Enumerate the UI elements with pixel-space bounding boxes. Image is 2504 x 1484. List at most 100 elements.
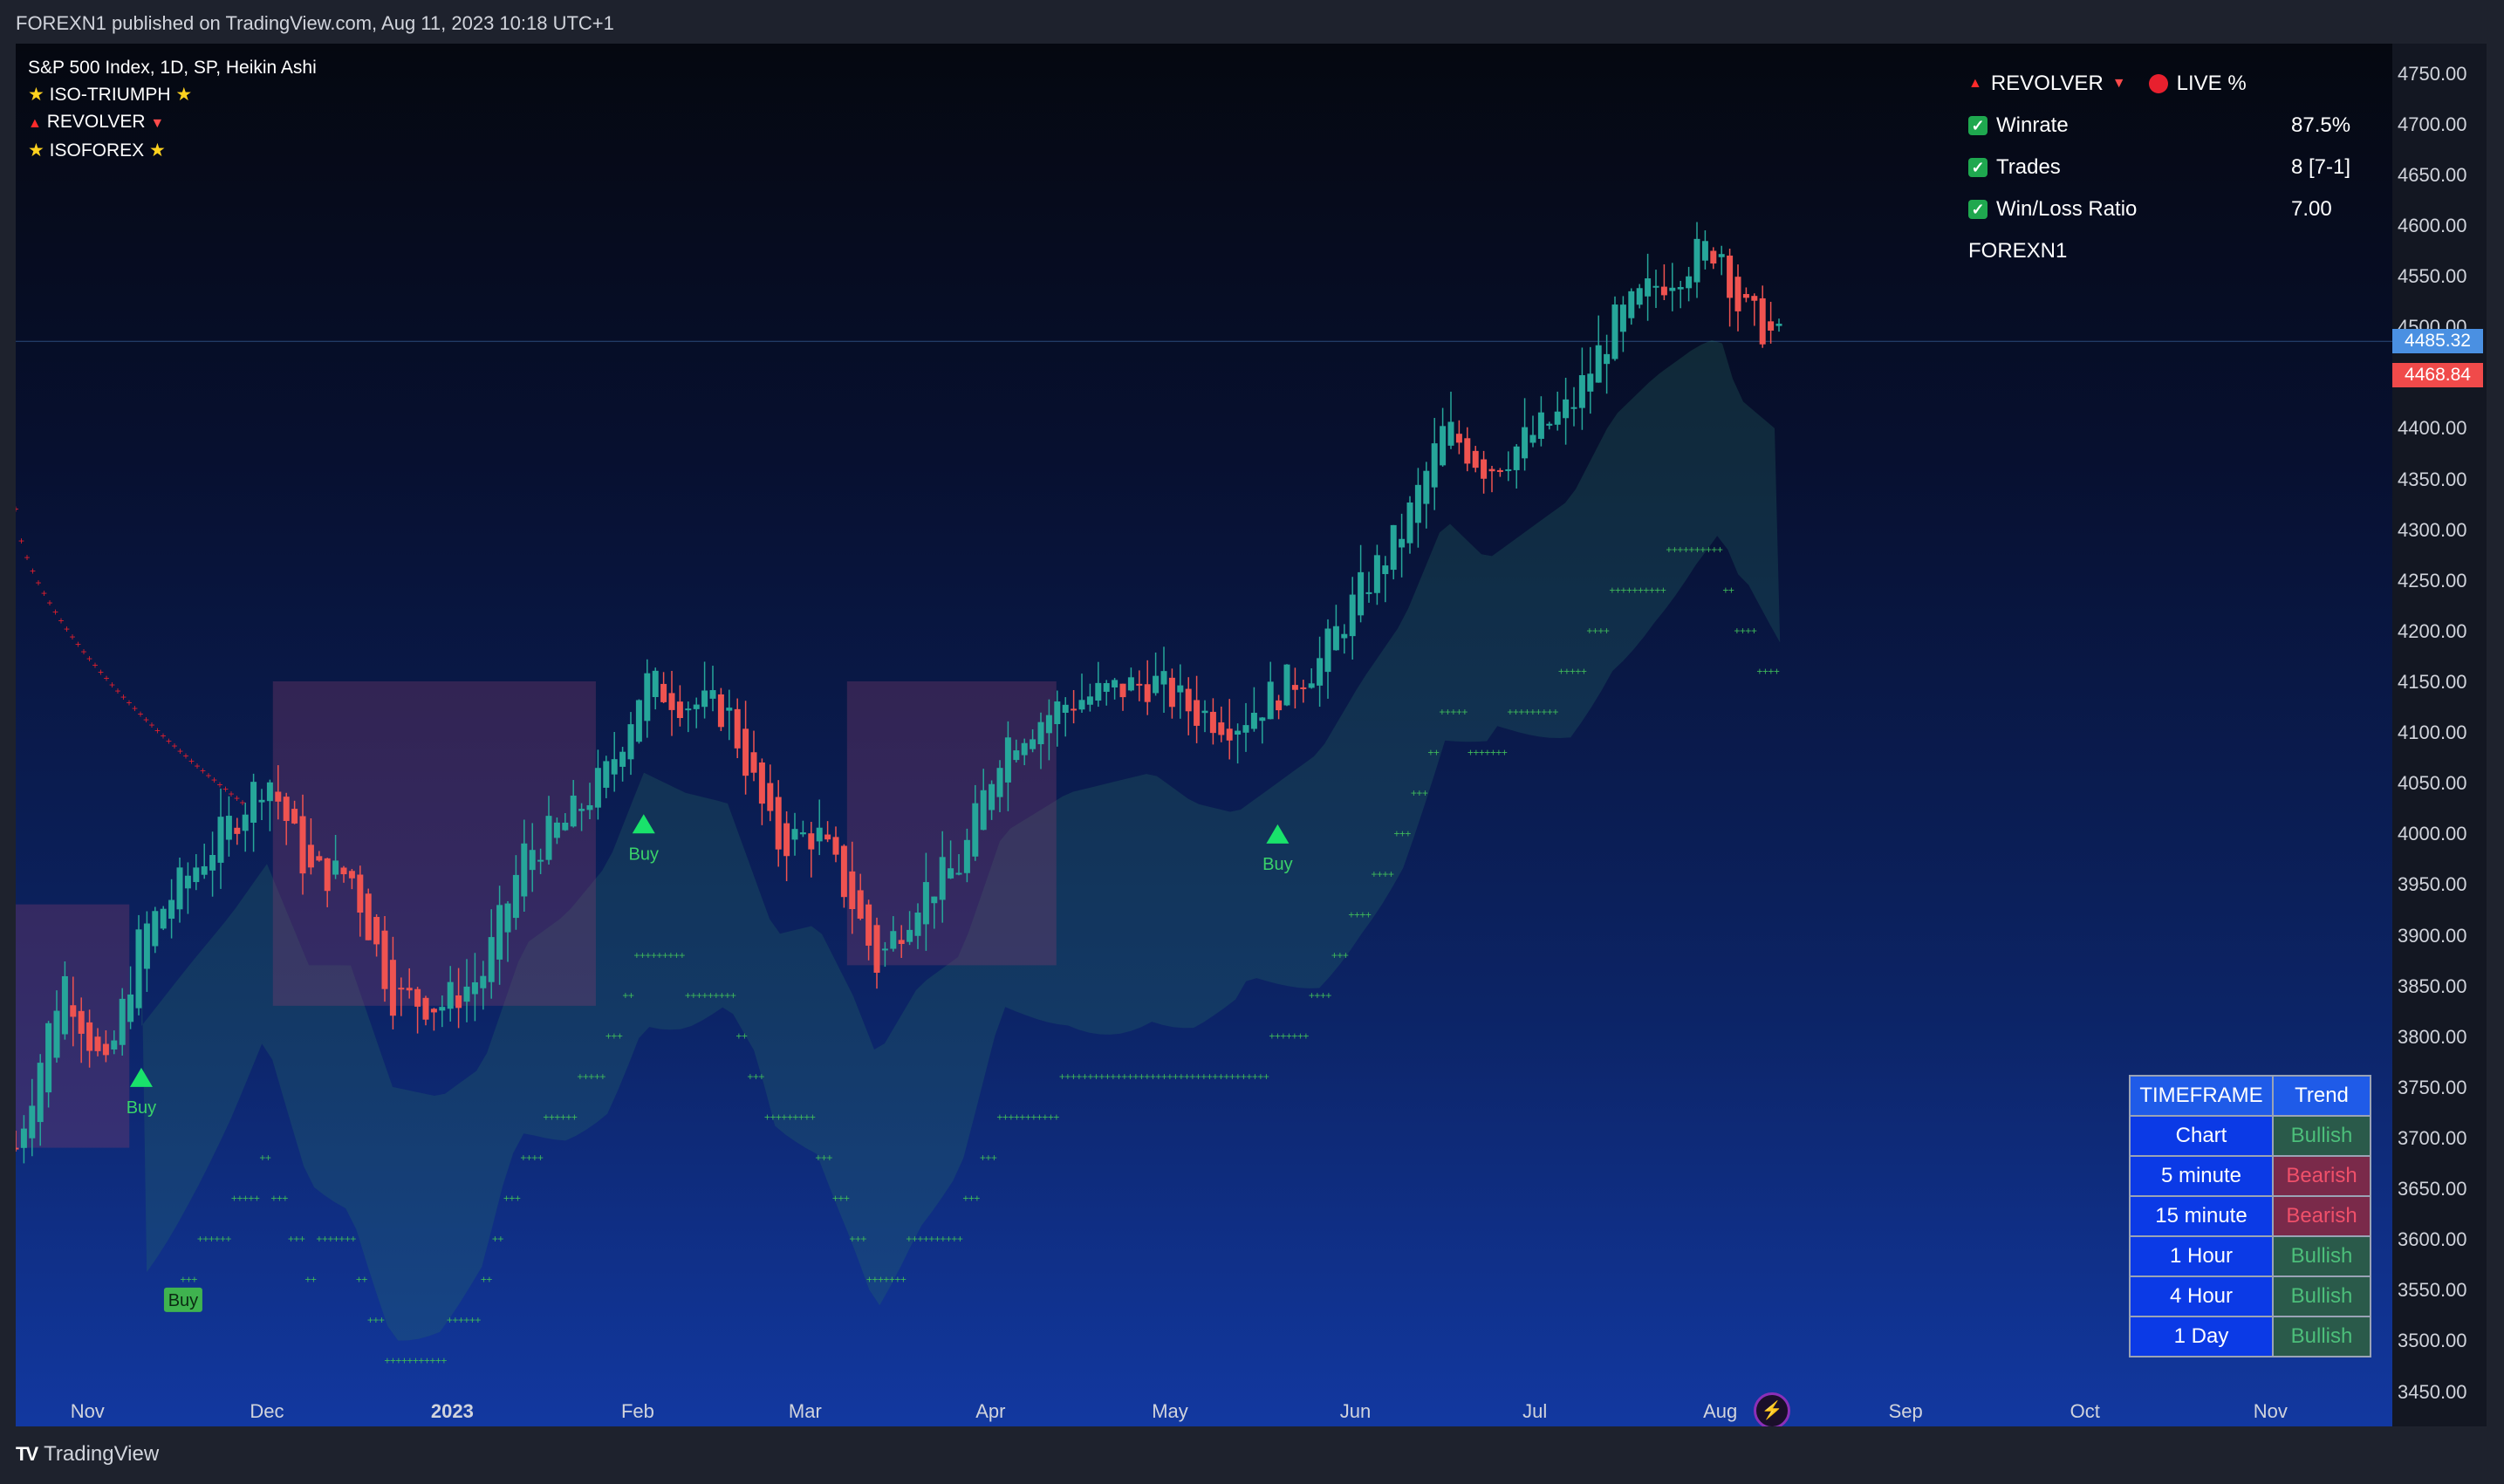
price-tick-label: 4200.00 [2398,619,2467,642]
header-trend: Trend [2272,1075,2371,1117]
candle-body [1587,373,1594,392]
chart-legend: S&P 500 Index, 1D, SP, Heikin Ashi ★ ISO… [28,54,317,164]
candle-body [78,1010,85,1034]
candle-body [701,690,708,708]
price-tick-label: 3450.00 [2398,1380,2467,1403]
trailing-stop-mark: + [1359,908,1365,920]
trailing-stop-mark: + [826,1152,832,1164]
candle-body [660,683,667,702]
stats-author: FOREXN1 [1968,239,2068,263]
trailing-stop-mark: + [429,1355,435,1367]
lightning-icon[interactable]: ⚡ [1754,1392,1790,1426]
trailing-stop-mark: + [1626,584,1632,596]
trailing-stop-mark: + [1008,1111,1014,1124]
candle-body [53,1010,60,1058]
trailing-stop-mark: + [753,1070,759,1083]
trailing-stop-mark: + [708,989,714,1002]
candle-body [340,867,347,875]
candle-body [20,1128,27,1148]
candle-body [258,799,265,803]
trailing-stop-mark: + [1507,706,1513,718]
x-tick-label: Nov [71,1400,105,1422]
candle-body [406,988,413,991]
candle-body [521,843,528,897]
trailing-stop-mark: + [815,1152,821,1164]
trailing-stop-mark: + [452,1314,458,1326]
revolver-stop-mark: + [228,788,234,800]
candle-body [1021,742,1028,756]
price-tick-label: 4350.00 [2398,468,2467,490]
trailing-stop-mark: + [1189,1070,1195,1083]
trailing-stop-mark: + [1116,1070,1122,1083]
trailing-stop-mark: + [1632,584,1638,596]
buy-signal-triangle [1266,824,1290,844]
trailing-stop-mark: + [928,1233,934,1245]
candle-body [881,948,888,951]
candle-body [94,1036,101,1051]
price-tick-label: 4150.00 [2398,670,2467,693]
candle-body [1030,739,1036,749]
trailing-stop-mark: + [520,1152,526,1164]
candle-body [857,890,864,919]
trailing-stop-mark: + [810,1111,816,1124]
revolver-stop-mark: + [166,735,172,747]
legend-isoforex[interactable]: ★ ISOFOREX ★ [28,140,166,161]
trailing-stop-mark: + [1399,827,1406,839]
trailing-stop-mark: + [889,1274,895,1286]
trailing-stop-mark: + [288,1233,294,1245]
trailing-stop-mark: + [617,1030,623,1043]
candle-body [1291,685,1298,690]
candle-body [1570,407,1577,409]
symbol-title[interactable]: S&P 500 Index, 1D, SP, Heikin Ashi [28,58,317,78]
candle-body [1308,683,1315,688]
candle-body [430,1009,437,1013]
candle-body [225,816,232,840]
price-chart[interactable]: ++++++++++++++++++ + + + + + + + + + + + + + + + + + + + + + +… [16,44,2392,1426]
revolver-stop-mark: + [46,597,52,609]
candle-body [586,804,593,810]
trailing-stop-mark: + [282,1193,288,1205]
revolver-stop-mark: + [58,615,64,627]
candle-body [1095,682,1102,701]
candle-body [119,998,126,1045]
candle-body [439,1007,446,1011]
star-icon: ★ [28,85,44,105]
legend-iso-triumph[interactable]: ★ ISO-TRIUMPH ★ [28,85,193,105]
trailing-stop-mark: + [792,1111,798,1124]
price-tick-label: 4750.00 [2398,62,2467,85]
candle-body [1365,592,1372,594]
triangle-up-icon: ▲ [1968,76,1982,91]
candle-body [907,929,913,942]
trailing-stop-mark: + [1087,1070,1093,1083]
legend-revolver[interactable]: ▲ REVOLVER ▼ [28,112,165,132]
x-tick-label: Oct [2070,1400,2100,1422]
trailing-stop-mark: + [1297,1030,1303,1043]
revolver-stop-mark: + [132,702,138,715]
candle-body [1373,555,1380,593]
chart-area[interactable]: + + + + + + + + + + + + + + + + + + + + + + + + + + + + + + + + + + + + + + + +… [16,44,2487,1426]
candle-body [266,782,273,802]
trailing-stop-mark: + [1734,625,1740,637]
candle-body [1611,304,1618,359]
trailing-stop-mark: + [594,1070,600,1083]
price-tick-label: 3550.00 [2398,1279,2467,1302]
candle-body [1595,345,1602,383]
tradingview-brand[interactable]: TV TradingView [16,1442,160,1466]
trailing-stop-mark: + [866,1274,872,1286]
trailing-stop-mark: + [1427,746,1433,758]
price-axis[interactable]: 4750.00 4700.00 4650.00 4600.00 4550.00 4500.… [2392,44,2487,1426]
trailing-stop-mark: + [1076,1070,1082,1083]
trailing-stop-mark: + [339,1233,345,1245]
trailing-stop-mark: + [996,1111,1002,1124]
candle-body [668,693,675,710]
trailing-stop-mark: + [804,1111,810,1124]
x-tick-label: Jun [1340,1400,1371,1422]
candle-body [1686,276,1693,289]
trailing-stop-mark: + [1098,1070,1105,1083]
trailing-stop-mark: + [1722,584,1728,596]
trailing-stop-mark: + [1456,706,1462,718]
trailing-stop-mark: + [1071,1070,1077,1083]
trailing-stop-mark: + [531,1152,537,1164]
price-tick-label: 3500.00 [2398,1330,2467,1352]
trailing-stop-mark: + [1677,544,1683,556]
